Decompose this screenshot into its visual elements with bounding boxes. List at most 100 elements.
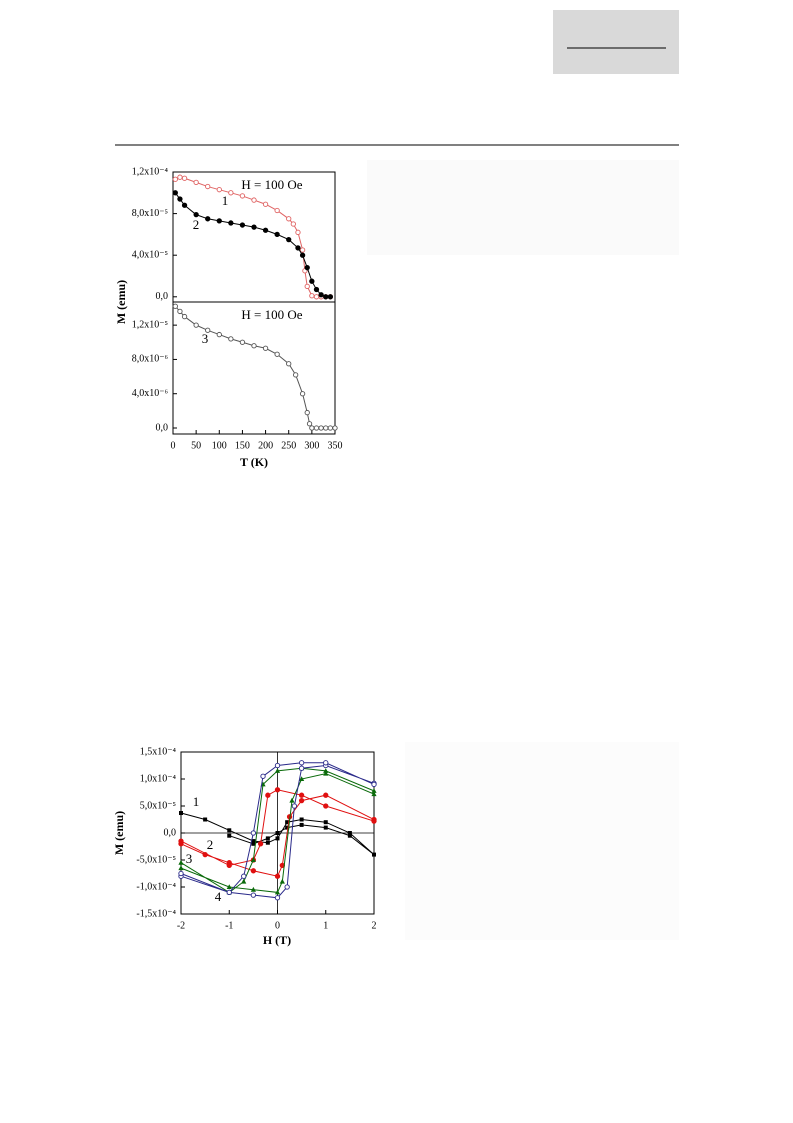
x-tick-label: 1: [323, 920, 328, 931]
marker: [250, 892, 257, 898]
marker: [299, 817, 304, 822]
marker: [178, 838, 184, 844]
x-tick-label: 50: [191, 440, 201, 451]
marker: [318, 292, 324, 298]
marker: [299, 252, 306, 258]
marker: [205, 327, 211, 333]
y-tick-label: 8,0x10⁻⁵: [132, 208, 168, 219]
marker: [298, 797, 305, 804]
marker: [202, 851, 208, 858]
marker: [177, 174, 183, 180]
y-tick-label: -1,5x10⁻⁴: [136, 908, 176, 919]
marker: [205, 216, 211, 222]
marker: [216, 331, 222, 338]
marker: [323, 770, 329, 776]
marker: [226, 884, 232, 889]
marker: [323, 825, 328, 830]
annotation: 3: [202, 331, 209, 346]
annotation: 4: [215, 889, 222, 904]
marker: [275, 836, 280, 841]
y-tick-label: 4,0x10⁻⁵: [132, 249, 168, 260]
marker: [299, 391, 306, 397]
marker: [274, 351, 280, 357]
marker: [295, 245, 301, 251]
series-line: [174, 192, 331, 298]
marker: [295, 229, 301, 235]
marker: [260, 773, 266, 779]
marker: [371, 791, 377, 797]
y-tick-label: 0,0: [156, 422, 169, 433]
marker: [371, 818, 377, 824]
marker: [228, 220, 234, 226]
marker: [323, 820, 328, 825]
marker: [313, 294, 320, 300]
y-tick-label: 1,0x10⁻⁴: [140, 773, 177, 784]
marker: [309, 425, 315, 431]
marker: [172, 303, 178, 309]
y-tick-label: 8,0x10⁻⁶: [132, 354, 169, 365]
marker: [226, 862, 232, 869]
plot-frame: [172, 301, 336, 435]
marker: [304, 283, 310, 290]
marker: [228, 336, 234, 342]
marker: [172, 176, 178, 182]
marker: [279, 878, 285, 884]
marker: [313, 425, 320, 431]
marker: [323, 792, 329, 798]
marker: [251, 224, 257, 230]
marker: [274, 231, 280, 238]
marker: [298, 792, 305, 798]
marker: [371, 788, 377, 793]
marker: [323, 294, 329, 300]
marker: [290, 221, 296, 227]
marker: [285, 825, 290, 830]
marker: [286, 216, 292, 222]
marker: [323, 768, 329, 773]
x-axis-label: H (T): [263, 933, 291, 947]
marker: [289, 797, 295, 803]
marker: [313, 286, 320, 293]
marker: [178, 870, 184, 877]
marker: [265, 840, 270, 845]
x-tick-label: 250: [281, 440, 296, 451]
marker: [265, 792, 271, 798]
y-tick-label: -1,0x10⁻⁴: [136, 881, 176, 892]
marker: [250, 886, 256, 892]
marker: [274, 787, 281, 793]
marker: [241, 878, 247, 884]
marker: [181, 202, 188, 208]
text-block: [405, 742, 679, 940]
marker: [177, 308, 183, 315]
y-tick-label: 1,5x10⁻⁴: [140, 746, 177, 757]
marker: [257, 841, 264, 847]
marker: [309, 293, 315, 299]
marker: [262, 345, 269, 351]
marker: [309, 278, 315, 284]
marker: [298, 760, 305, 766]
x-tick-label: -2: [177, 920, 185, 931]
marker: [299, 822, 304, 827]
marker: [239, 339, 246, 345]
y-tick-label: -5,0x10⁻⁵: [136, 854, 176, 865]
marker: [250, 857, 256, 862]
marker: [239, 193, 246, 199]
y-tick-label: 1,2x10⁻⁵: [132, 319, 168, 330]
marker: [332, 425, 338, 431]
x-tick-label: 0: [275, 920, 280, 931]
header-box: [553, 10, 679, 74]
marker: [274, 889, 281, 895]
marker: [181, 175, 188, 181]
x-tick-label: 100: [212, 440, 227, 451]
annotation: 1: [222, 193, 229, 208]
marker: [327, 425, 334, 431]
marker: [203, 817, 208, 822]
x-tick-label: 150: [235, 440, 250, 451]
marker: [286, 236, 292, 243]
marker: [262, 227, 269, 233]
marker: [298, 765, 305, 771]
text-block: [367, 160, 679, 255]
marker: [181, 313, 188, 320]
marker: [193, 211, 199, 218]
annotation: 2: [207, 837, 214, 852]
